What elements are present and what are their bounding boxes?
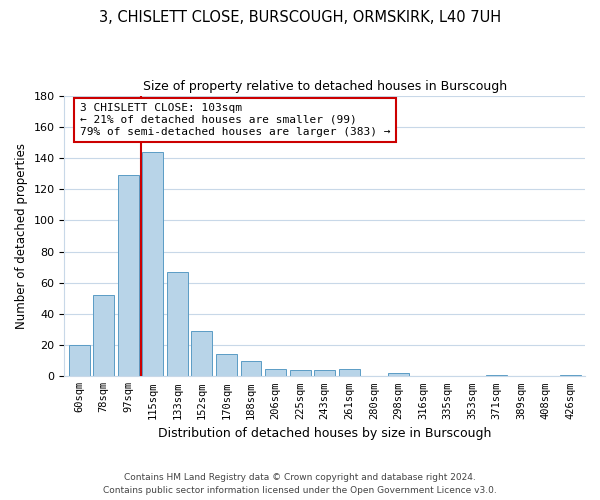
- Bar: [167, 272, 188, 376]
- Title: Size of property relative to detached houses in Burscough: Size of property relative to detached ho…: [143, 80, 507, 93]
- Bar: [93, 295, 114, 376]
- Bar: [265, 368, 286, 376]
- Bar: [339, 368, 359, 376]
- Bar: [314, 370, 335, 376]
- Bar: [560, 374, 581, 376]
- Bar: [142, 152, 163, 376]
- Text: 3, CHISLETT CLOSE, BURSCOUGH, ORMSKIRK, L40 7UH: 3, CHISLETT CLOSE, BURSCOUGH, ORMSKIRK, …: [99, 10, 501, 25]
- Bar: [388, 373, 409, 376]
- Bar: [241, 360, 262, 376]
- Bar: [486, 374, 507, 376]
- Bar: [191, 331, 212, 376]
- Text: Contains HM Land Registry data © Crown copyright and database right 2024.
Contai: Contains HM Land Registry data © Crown c…: [103, 474, 497, 495]
- Bar: [69, 345, 89, 376]
- Bar: [216, 354, 237, 376]
- Y-axis label: Number of detached properties: Number of detached properties: [15, 143, 28, 329]
- X-axis label: Distribution of detached houses by size in Burscough: Distribution of detached houses by size …: [158, 427, 491, 440]
- Bar: [118, 175, 139, 376]
- Text: 3 CHISLETT CLOSE: 103sqm
← 21% of detached houses are smaller (99)
79% of semi-d: 3 CHISLETT CLOSE: 103sqm ← 21% of detach…: [80, 104, 390, 136]
- Bar: [290, 370, 311, 376]
